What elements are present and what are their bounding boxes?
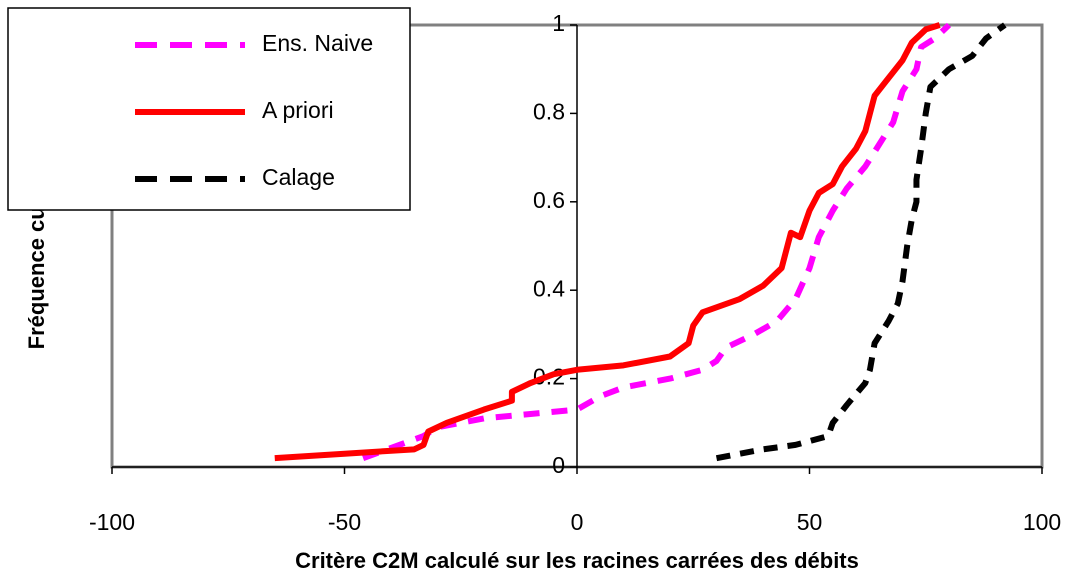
legend-label: Calage: [262, 164, 335, 190]
y-tick-label: 0.8: [533, 98, 565, 124]
data-line: [715, 22, 1007, 462]
x-tick-label: 0: [571, 509, 584, 535]
legend-label: A priori: [262, 97, 334, 123]
y-tick-label: 0.6: [533, 187, 565, 213]
legend-label: Ens. Naive: [262, 30, 373, 56]
x-axis-title: Critère C2M calculé sur les racines carr…: [295, 548, 859, 573]
y-tick-label: 0: [552, 452, 565, 478]
x-tick-label: -100: [89, 509, 135, 535]
data-line: [274, 22, 941, 462]
y-tick-label: 0.4: [533, 275, 565, 301]
x-tick-label: -50: [328, 509, 361, 535]
x-tick-label: 50: [797, 509, 823, 535]
y-tick-label: 1: [552, 10, 565, 36]
x-tick-label: 100: [1023, 509, 1061, 535]
